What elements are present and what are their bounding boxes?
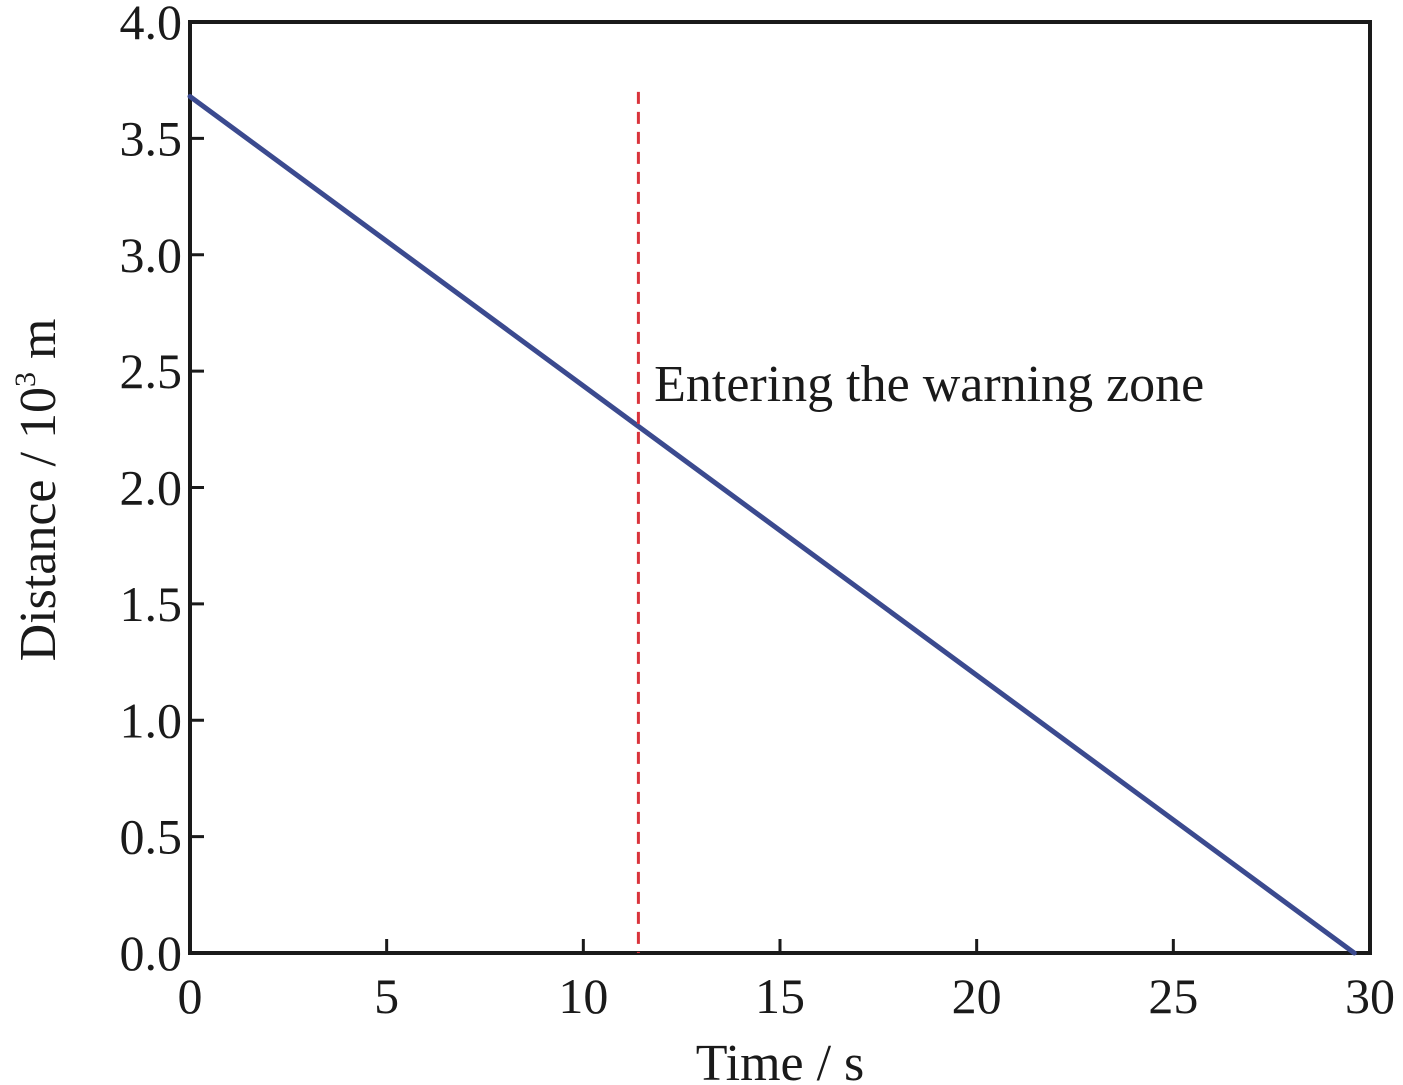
- y-axis-label-unit: m: [10, 319, 67, 372]
- y-axis-label: Distance / 103 m: [9, 319, 67, 662]
- ticks: 0 5 10 15 20 25 30 0.0 0.5 1.0 1.5 2.0 2.5 3.0 3.5 4.0: [120, 0, 1396, 1024]
- y-tick-label: 3.0: [120, 227, 183, 283]
- x-tick-label: 10: [558, 968, 608, 1024]
- x-tick-label: 25: [1148, 968, 1198, 1024]
- distance-line: [187, 93, 1357, 956]
- series: [187, 93, 1357, 956]
- y-tick-label: 1.0: [120, 692, 183, 748]
- y-tick-label: 3.5: [120, 110, 183, 166]
- x-axis-label: Time / s: [696, 1035, 865, 1085]
- plot-frame: [188, 20, 1372, 955]
- y-axis-label-sup: 3: [9, 372, 42, 387]
- annotations: Entering the warning zone: [636, 91, 1204, 953]
- y-tick-label: 2.5: [120, 343, 183, 399]
- y-axis-label-main: Distance / 10: [10, 387, 67, 661]
- y-tick-label: 2.0: [120, 460, 183, 516]
- y-tick-label: 0.5: [120, 809, 183, 865]
- x-tick-label: 0: [178, 968, 203, 1024]
- x-tick-label: 30: [1345, 968, 1395, 1024]
- axes: [188, 20, 1372, 955]
- y-tick-label: 4.0: [120, 0, 183, 50]
- y-tick-label: 0.0: [120, 925, 183, 981]
- y-tick-label: 1.5: [120, 576, 183, 632]
- x-tick-label: 5: [374, 968, 399, 1024]
- warning-zone-label: Entering the warning zone: [654, 356, 1204, 413]
- x-tick-label: 20: [952, 968, 1002, 1024]
- x-tick-label: 15: [755, 968, 805, 1024]
